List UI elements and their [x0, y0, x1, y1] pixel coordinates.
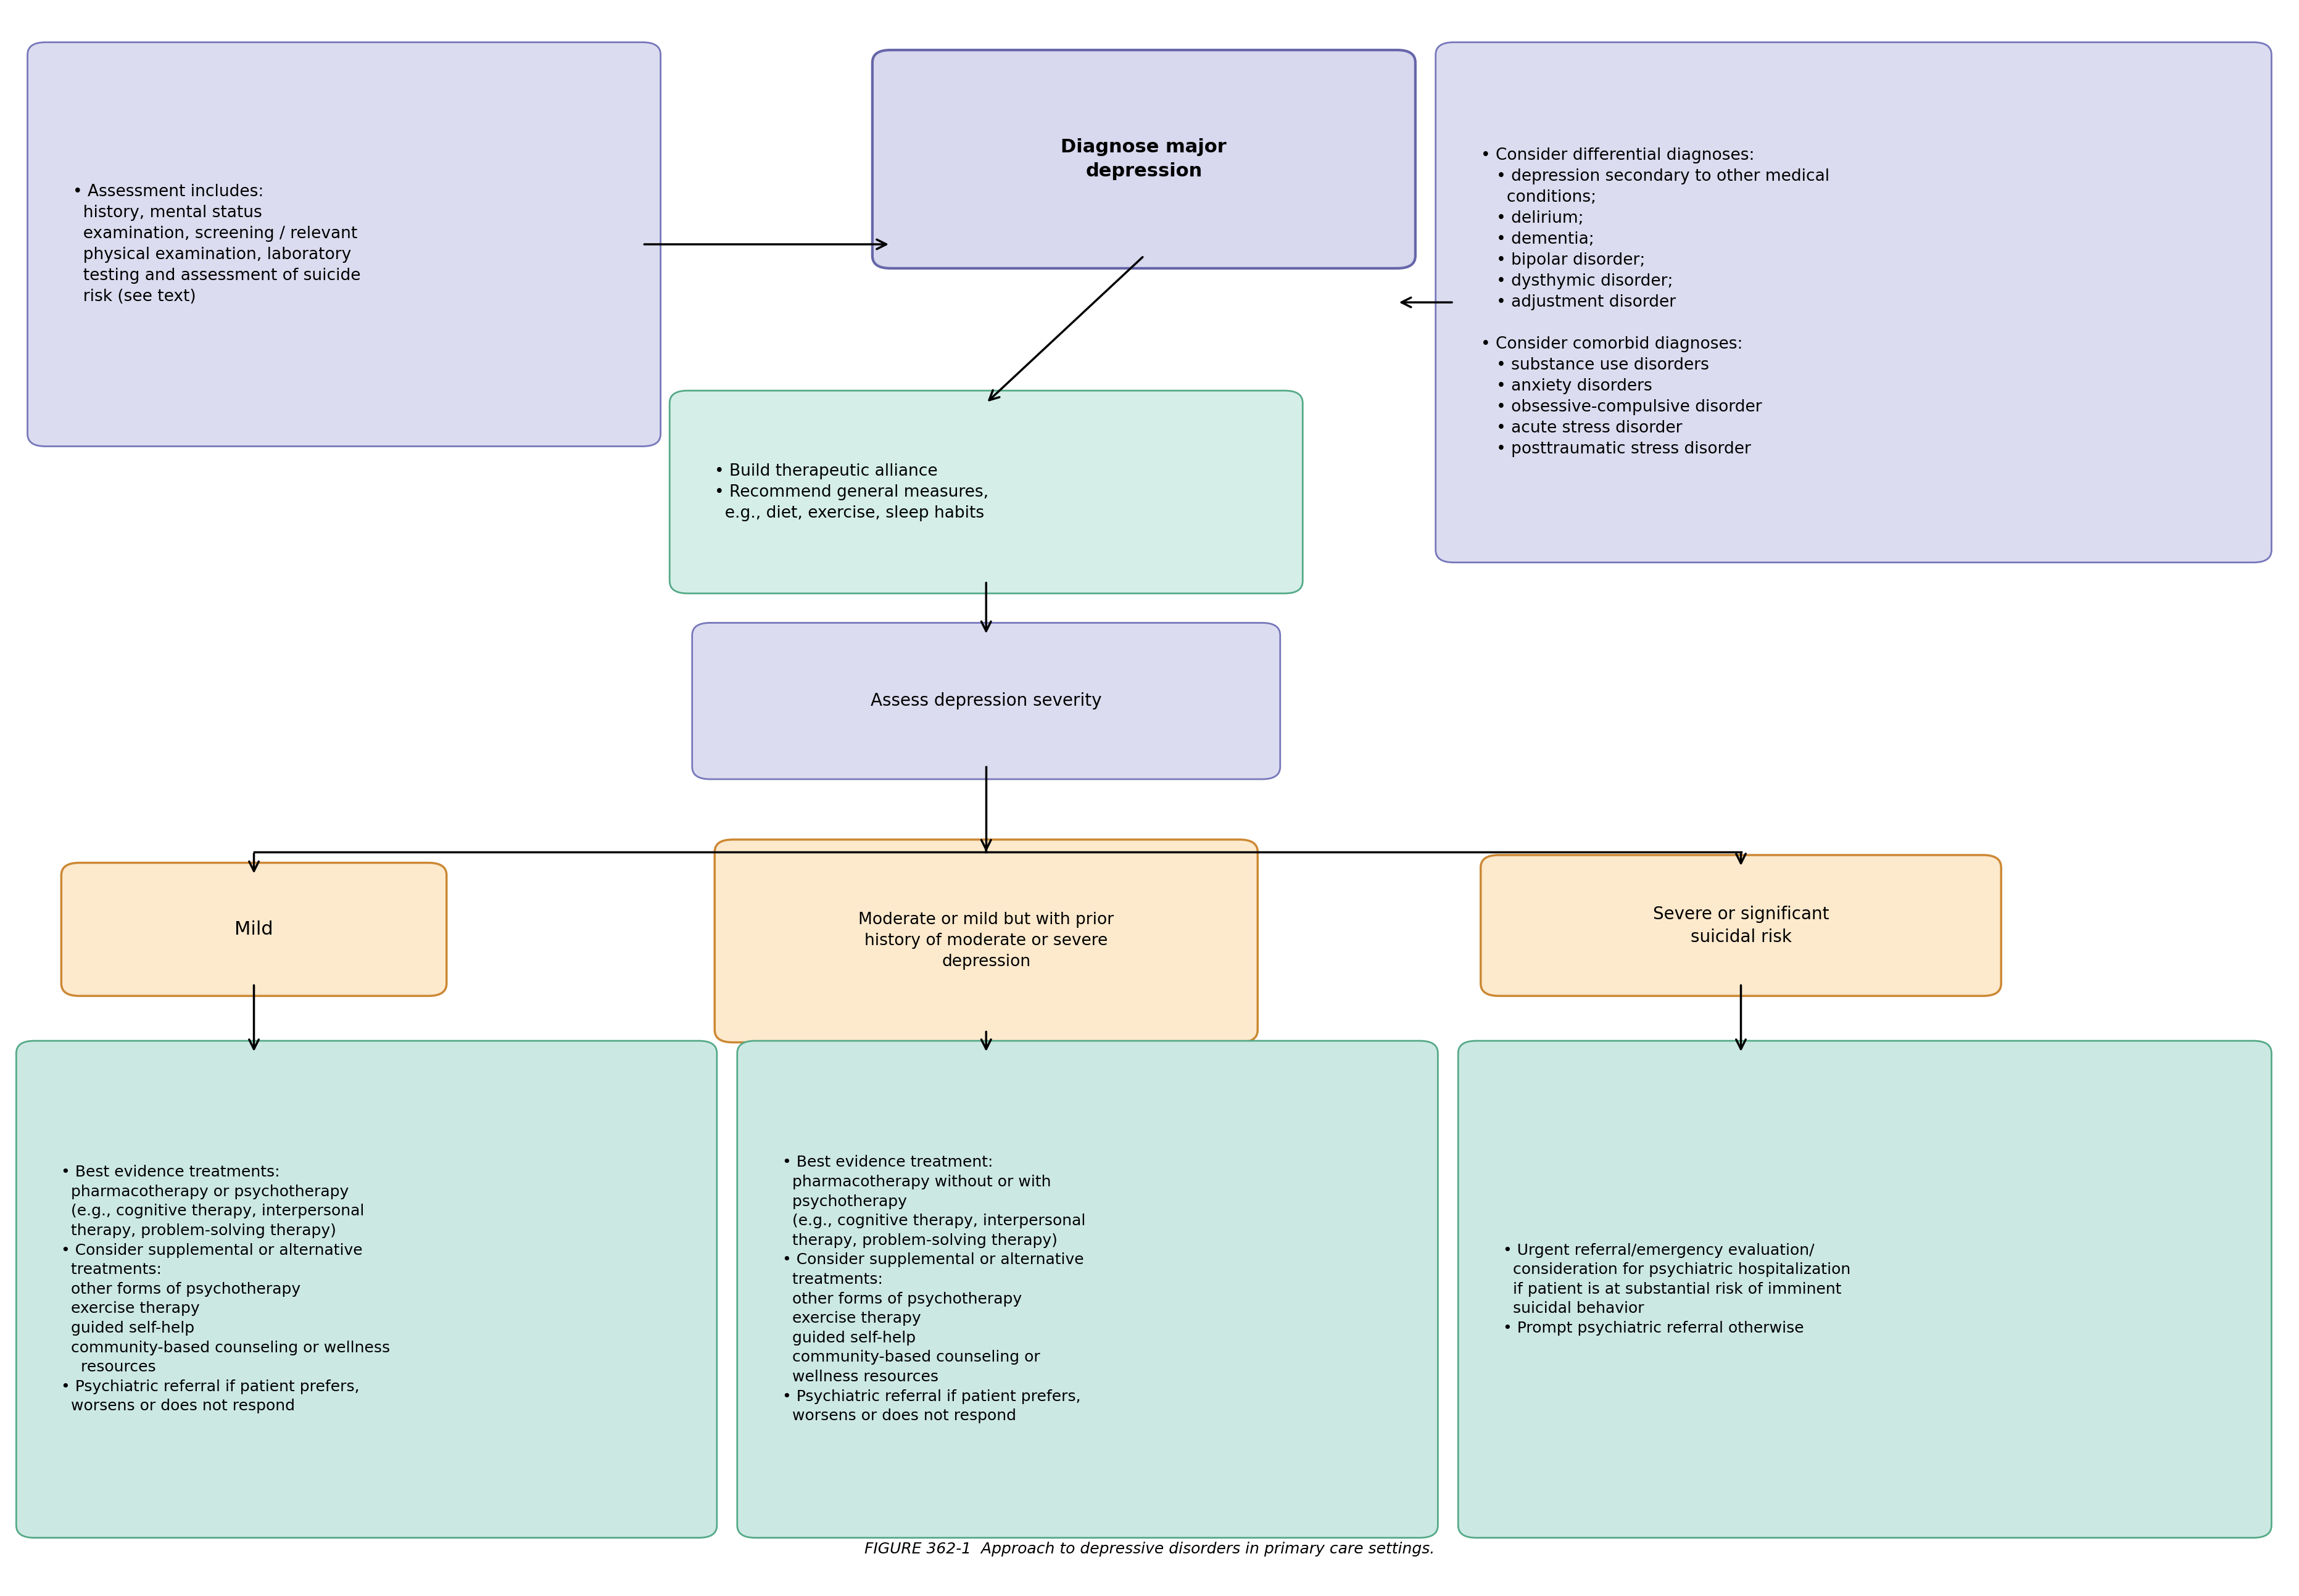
Text: Assess depression severity: Assess depression severity	[871, 693, 1101, 710]
FancyBboxPatch shape	[871, 49, 1416, 268]
FancyBboxPatch shape	[1458, 1041, 2271, 1539]
Text: Moderate or mild but with prior
history of moderate or severe
depression: Moderate or mild but with prior history …	[858, 911, 1115, 970]
FancyBboxPatch shape	[28, 41, 660, 447]
FancyBboxPatch shape	[1435, 41, 2271, 562]
Text: Diagnose major
depression: Diagnose major depression	[1060, 139, 1228, 180]
Text: FIGURE 362-1  Approach to depressive disorders in primary care settings.: FIGURE 362-1 Approach to depressive diso…	[864, 1542, 1435, 1556]
Text: • Urgent referral/emergency evaluation/
  consideration for psychiatric hospital: • Urgent referral/emergency evaluation/ …	[1504, 1243, 1851, 1336]
Text: • Consider differential diagnoses:
   • depression secondary to other medical
  : • Consider differential diagnoses: • dep…	[1481, 147, 1830, 456]
FancyBboxPatch shape	[62, 863, 446, 996]
Text: • Assessment includes:
  history, mental status
  examination, screening / relev: • Assessment includes: history, mental s…	[74, 184, 361, 305]
Text: Severe or significant
suicidal risk: Severe or significant suicidal risk	[1653, 905, 1830, 945]
Text: • Best evidence treatments:
  pharmacotherapy or psychotherapy
  (e.g., cognitiv: • Best evidence treatments: pharmacother…	[62, 1165, 391, 1414]
FancyBboxPatch shape	[738, 1041, 1437, 1539]
FancyBboxPatch shape	[669, 391, 1304, 594]
FancyBboxPatch shape	[692, 622, 1281, 779]
FancyBboxPatch shape	[715, 839, 1258, 1042]
Text: • Build therapeutic alliance
• Recommend general measures,
  e.g., diet, exercis: • Build therapeutic alliance • Recommend…	[715, 463, 989, 520]
Text: Mild: Mild	[234, 921, 274, 938]
Text: • Best evidence treatment:
  pharmacotherapy without or with
  psychotherapy
  (: • Best evidence treatment: pharmacothera…	[782, 1156, 1085, 1424]
FancyBboxPatch shape	[1481, 855, 2000, 996]
FancyBboxPatch shape	[16, 1041, 717, 1539]
